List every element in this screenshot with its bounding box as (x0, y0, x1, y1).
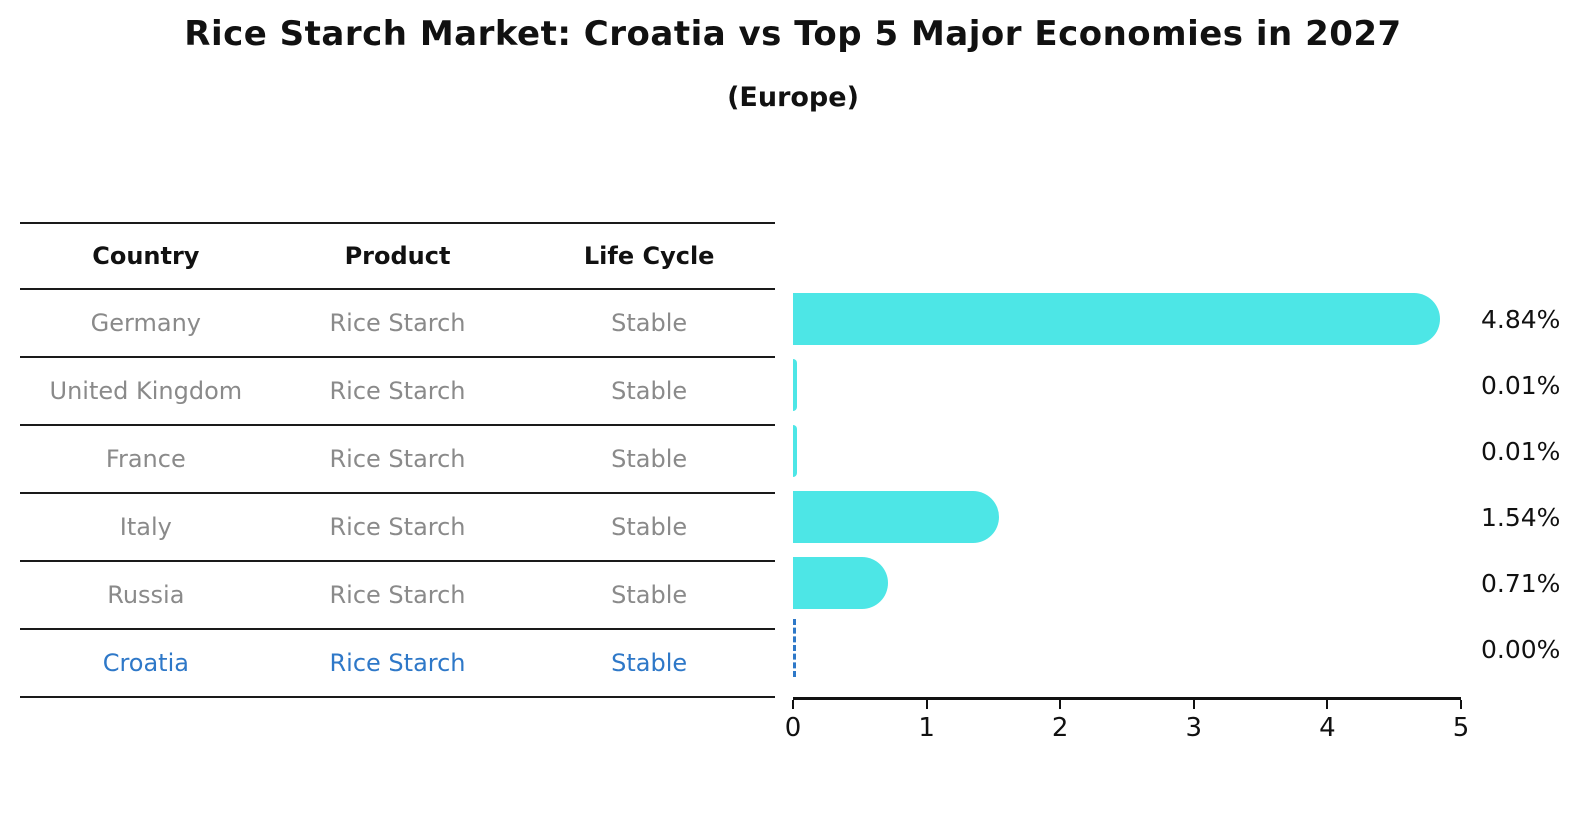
country-cell: United Kingdom (49, 377, 243, 405)
bar (793, 557, 888, 609)
life-cycle-cell: Stable (611, 649, 688, 677)
table-row: Italy Rice Starch Stable (20, 494, 775, 562)
x-axis: 0 1 2 3 4 5 (785, 697, 1469, 743)
product-cell: Rice Starch (329, 309, 466, 337)
value-label: 0.00% (1481, 634, 1561, 664)
life-cycle-cell: Stable (611, 513, 688, 541)
country-cell: Italy (119, 513, 172, 541)
table-row: Croatia Rice Starch Stable (20, 630, 775, 698)
x-axis-tick-label: 1 (918, 713, 935, 743)
x-axis-tick (1326, 700, 1329, 709)
x-axis-tick-label: 3 (1185, 713, 1203, 743)
table-row: France Rice Starch Stable (20, 426, 775, 494)
chart-title: Rice Starch Market: Croatia vs Top 5 Maj… (184, 14, 1402, 54)
x-axis-tick-label: 2 (1051, 713, 1069, 743)
life-cycle-cell: Stable (611, 445, 688, 473)
bar (793, 425, 797, 477)
value-label: 0.01% (1481, 436, 1561, 466)
country-cell: Germany (90, 309, 201, 337)
x-axis-tick (925, 700, 928, 709)
value-label: 0.71% (1481, 568, 1561, 598)
table-row: Germany Rice Starch Stable (20, 290, 775, 358)
country-cell: Croatia (102, 649, 189, 677)
product-cell: Rice Starch (329, 377, 466, 405)
bar-row: 0.01% (793, 352, 1560, 418)
product-cell: Rice Starch (329, 649, 466, 677)
x-axis-tick (1192, 700, 1195, 709)
table-body: Germany Rice Starch Stable United Kingdo… (20, 290, 775, 698)
x-axis-tick-label: 4 (1319, 713, 1336, 743)
bar-row: 1.54% (793, 484, 1560, 550)
table-row: United Kingdom Rice Starch Stable (20, 358, 775, 426)
bar-row: 4.84% (793, 286, 1560, 352)
x-axis-tick-label: 0 (784, 713, 802, 743)
life-cycle-cell: Stable (611, 377, 688, 405)
life-cycle-cell: Stable (611, 581, 688, 609)
column-header-life-cycle: Life Cycle (583, 242, 715, 270)
country-table: Country Product Life Cycle Germany Rice … (20, 222, 775, 698)
table-header-row: Country Product Life Cycle (20, 222, 775, 290)
bar-row: 0.01% (793, 418, 1560, 484)
x-axis-tick (1059, 700, 1062, 709)
product-cell: Rice Starch (329, 445, 466, 473)
life-cycle-cell: Stable (611, 309, 688, 337)
x-axis-tick (792, 700, 794, 709)
x-axis-tick-label: 5 (1452, 713, 1470, 743)
column-header-country: Country (92, 242, 200, 270)
bar (793, 491, 999, 543)
value-label: 0.01% (1481, 370, 1561, 400)
highlight-zero-marker (793, 619, 796, 677)
chart-subtitle: (Europe) (727, 82, 859, 113)
bar-plot-area: 4.84% 0.01% 0.01% 1.54% 0.71% 0.00% (793, 286, 1560, 682)
bar-row: 0.00% (793, 616, 1560, 682)
bar (793, 359, 797, 411)
country-cell: France (105, 445, 186, 473)
bar-row: 0.71% (793, 550, 1560, 616)
x-axis-tick (1460, 700, 1462, 709)
value-label: 4.84% (1481, 304, 1561, 334)
table-row: Russia Rice Starch Stable (20, 562, 775, 630)
value-label: 1.54% (1481, 502, 1561, 532)
product-cell: Rice Starch (329, 581, 466, 609)
bar (793, 293, 1440, 345)
product-cell: Rice Starch (329, 513, 466, 541)
column-header-product: Product (344, 242, 451, 270)
country-cell: Russia (107, 581, 185, 609)
